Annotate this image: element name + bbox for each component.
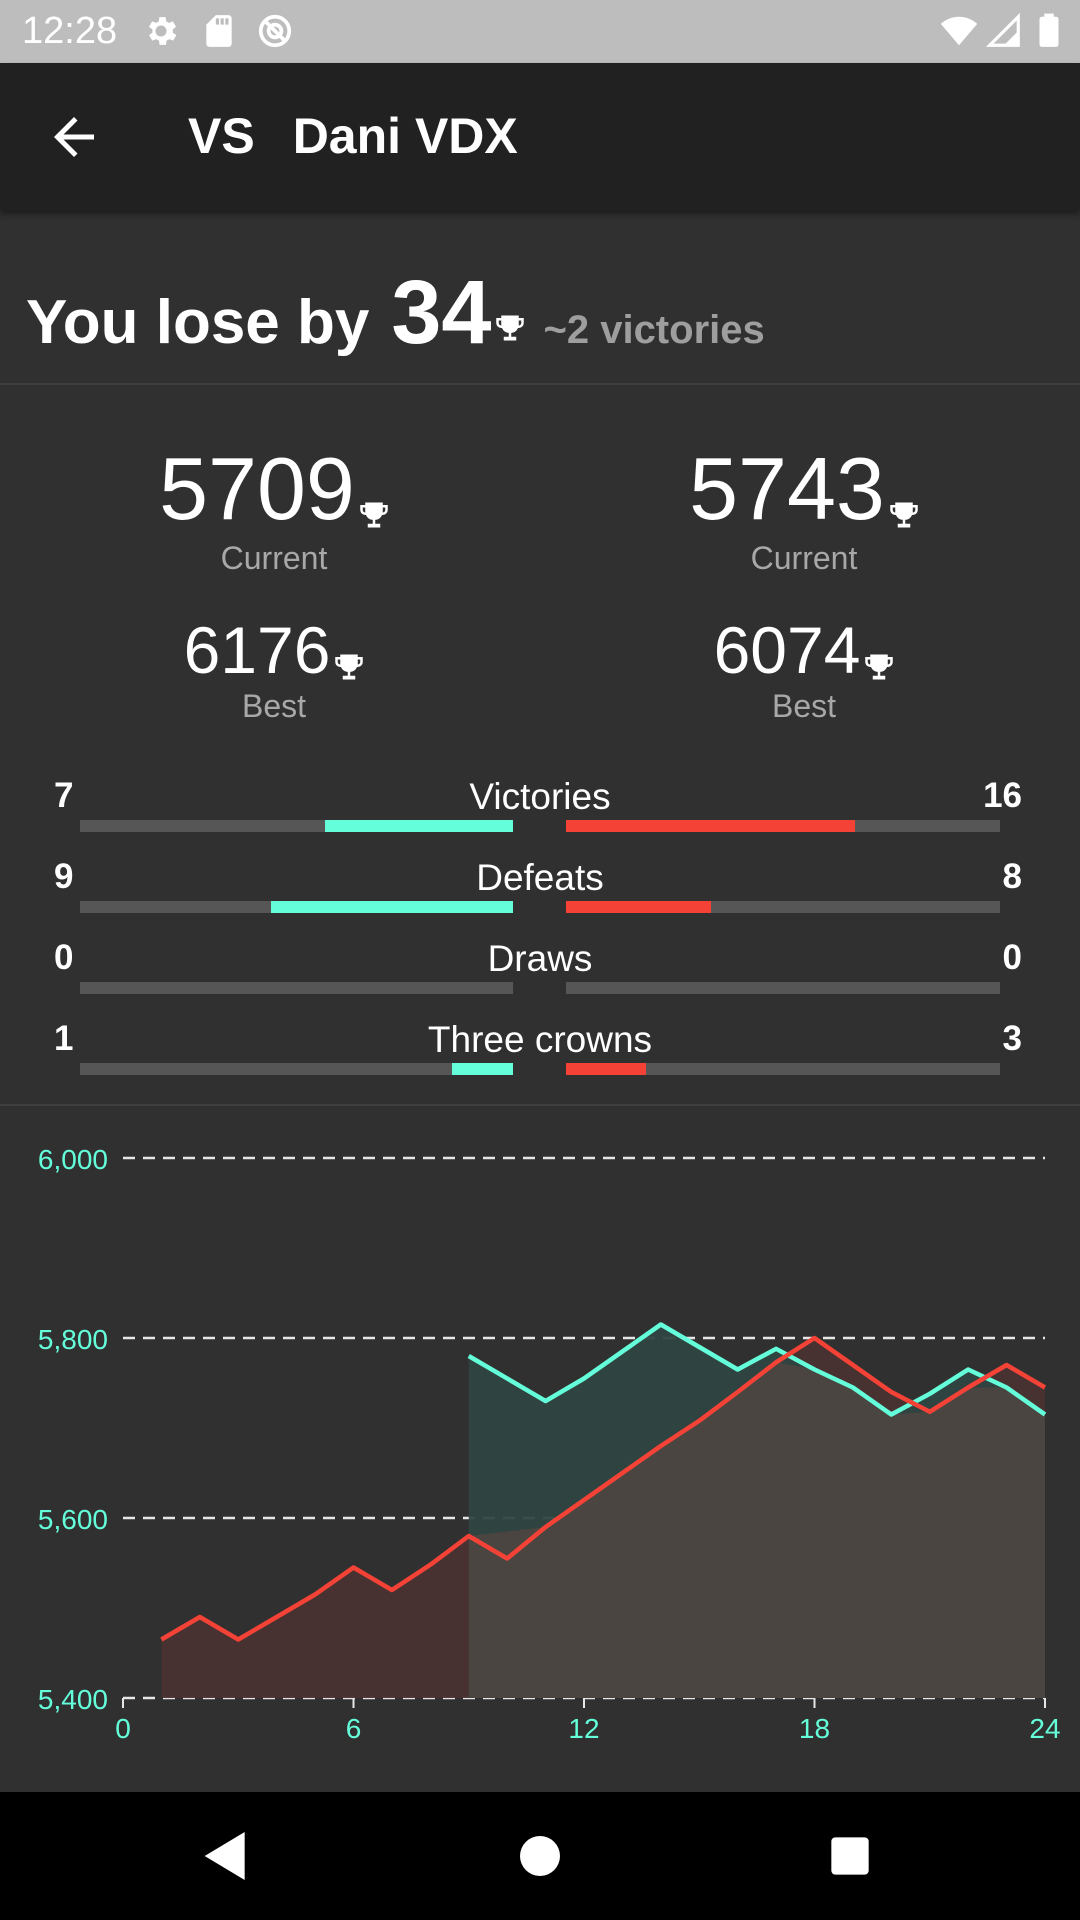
trophy-icon bbox=[360, 502, 388, 528]
player-draws-bar bbox=[80, 982, 513, 994]
three-crowns-label: Three crowns bbox=[427, 1019, 653, 1060]
opponent-best-value: 6074 bbox=[713, 613, 861, 687]
signal-icon bbox=[985, 12, 1020, 47]
player-defeats-bar bbox=[80, 901, 513, 913]
y-tick-label-5600: 5,600 bbox=[38, 1504, 108, 1535]
opponent-three-crowns-bar bbox=[566, 1063, 1000, 1075]
opponent-draws-bar bbox=[566, 982, 1000, 994]
player-victories: 7 bbox=[54, 776, 74, 815]
comparison-row-three-crowns: 1 Three crowns 3 bbox=[0, 1019, 1080, 1089]
victories-label: Victories bbox=[469, 776, 611, 817]
opponent-victories: 16 bbox=[983, 776, 1022, 815]
opponent-best-label: Best bbox=[771, 688, 837, 724]
player-three-crowns: 1 bbox=[54, 1019, 74, 1058]
status-time: 12:28 bbox=[22, 10, 118, 52]
player-current-value: 5709 bbox=[159, 439, 355, 538]
x-tick-label-6: 6 bbox=[346, 1713, 362, 1744]
divider bbox=[0, 1104, 1080, 1106]
sync-disabled-icon bbox=[258, 14, 292, 48]
divider bbox=[0, 383, 1080, 385]
app-bar: VS Dani VDX bbox=[0, 63, 1080, 210]
opponent-defeats-fill bbox=[566, 901, 712, 913]
wifi-icon bbox=[940, 16, 978, 46]
back-triangle-icon[interactable] bbox=[194, 1824, 258, 1888]
trophy-icon bbox=[890, 502, 918, 528]
x-tick-label-18: 18 bbox=[799, 1713, 830, 1744]
trophy-icon bbox=[496, 315, 525, 341]
victories-note: ~2 victories bbox=[543, 308, 765, 352]
opponent-best-trophies: 6074 Best bbox=[604, 612, 1004, 725]
opponent-draws: 0 bbox=[1002, 938, 1022, 977]
defeats-label: Defeats bbox=[476, 857, 604, 898]
home-circle-icon[interactable] bbox=[508, 1824, 572, 1888]
x-tick-label-12: 12 bbox=[568, 1713, 599, 1744]
opponent-name: Dani VDX bbox=[292, 108, 518, 164]
overlap-area bbox=[468, 1362, 1045, 1698]
navigation-bar bbox=[0, 1792, 1080, 1920]
player-current-label: Current bbox=[220, 540, 328, 576]
page-title: VS Dani VDX bbox=[188, 107, 518, 165]
result-summary: You lose by 34 ~2 victories bbox=[26, 262, 765, 363]
comparison-row-defeats: 9 Defeats 8 bbox=[0, 857, 1080, 927]
player-best-trophies: 6176 Best bbox=[74, 612, 474, 725]
settings-icon bbox=[148, 17, 177, 45]
opponent-defeats-bar bbox=[566, 901, 1000, 913]
player-current-trophies: 5709 Current bbox=[74, 438, 474, 577]
opponent-three-crowns: 3 bbox=[1002, 1019, 1022, 1058]
trophy-difference: 34 bbox=[391, 263, 492, 363]
arrow-back-icon[interactable] bbox=[44, 107, 104, 167]
player-three-crowns-fill bbox=[452, 1063, 513, 1075]
x-tick-label-24: 24 bbox=[1029, 1713, 1060, 1744]
opponent-current-value: 5743 bbox=[689, 439, 885, 538]
player-victories-bar bbox=[80, 820, 513, 832]
player-draws: 0 bbox=[54, 938, 74, 977]
opponent-current-label: Current bbox=[750, 540, 858, 576]
y-tick-label-5400: 5,400 bbox=[38, 1684, 108, 1715]
y-tick-label-5800: 5,800 bbox=[38, 1324, 108, 1355]
y-tick-label-6000: 6,000 bbox=[38, 1144, 108, 1175]
comparison-row-draws: 0 Draws 0 bbox=[0, 938, 1080, 1008]
opponent-victories-bar bbox=[566, 820, 1000, 832]
vs-label: VS bbox=[188, 108, 255, 164]
result-prefix: You lose by bbox=[26, 288, 370, 357]
comparison-row-victories: 7 Victories 16 bbox=[0, 776, 1080, 846]
opponent-victories-fill bbox=[566, 820, 855, 832]
player-defeats: 9 bbox=[54, 857, 74, 896]
sd-card-icon bbox=[206, 15, 232, 47]
x-tick-label-0: 0 bbox=[115, 1713, 131, 1744]
player-best-value: 6176 bbox=[183, 613, 331, 687]
trophy-icon bbox=[865, 654, 894, 680]
player-defeats-fill bbox=[270, 901, 513, 913]
status-bar: 12:28 bbox=[0, 0, 1080, 63]
trophy-history-chart: 5,400 5,600 5,800 6,000 0 6 12 18 24 bbox=[38, 1144, 1061, 1744]
draws-label: Draws bbox=[487, 938, 593, 979]
player-best-label: Best bbox=[241, 688, 307, 724]
opponent-current-trophies: 5743 Current bbox=[604, 438, 1004, 577]
battery-icon bbox=[1039, 13, 1059, 47]
trophy-icon bbox=[335, 654, 364, 680]
opponent-three-crowns-fill bbox=[566, 1063, 647, 1075]
opponent-trophy-line bbox=[160, 1335, 1047, 1642]
player-three-crowns-bar bbox=[80, 1063, 513, 1075]
opponent-defeats: 8 bbox=[1002, 857, 1022, 896]
player-trophy-line bbox=[467, 1322, 1047, 1417]
recents-square-icon[interactable] bbox=[818, 1824, 882, 1888]
player-victories-fill bbox=[324, 820, 513, 832]
